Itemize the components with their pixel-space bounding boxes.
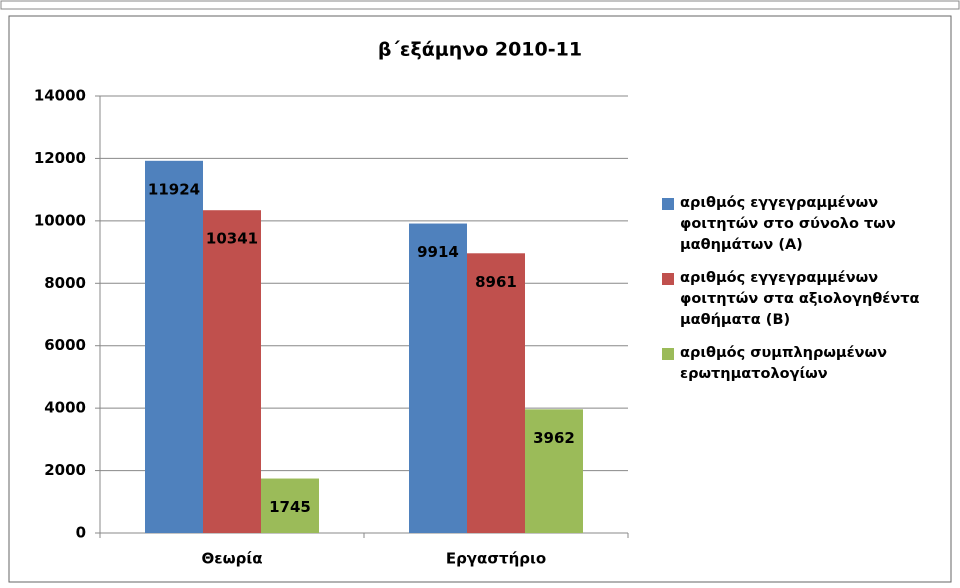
y-tick-label: 4000 <box>44 399 86 417</box>
y-tick-label: 0 <box>76 524 86 542</box>
legend: αριθμός εγγεγραμμένων φοιτητών στο σύνολ… <box>662 193 958 397</box>
data-label: 3962 <box>533 429 575 447</box>
legend-swatch <box>662 198 674 210</box>
bar <box>525 409 583 533</box>
x-tick-label: Εργαστήριο <box>446 550 546 568</box>
y-tick-label: 12000 <box>34 149 86 167</box>
y-tick-label: 2000 <box>44 461 86 479</box>
bar <box>409 223 467 533</box>
chart-title: β΄εξάμηνο 2010-11 <box>378 39 582 61</box>
top-frame <box>0 0 960 10</box>
legend-swatch <box>662 348 674 360</box>
y-tick-label: 14000 <box>34 87 86 105</box>
legend-entry: αριθμός εγγεγραμμένων φοιτητών στα αξιολ… <box>662 268 958 331</box>
y-tick-label: 8000 <box>44 274 86 292</box>
bar <box>261 478 319 533</box>
legend-label: αριθμός συμπληρωμένων ερωτηματολογίων <box>680 345 888 382</box>
legend-label: αριθμός εγγεγραμμένων φοιτητών στα αξιολ… <box>680 270 920 328</box>
legend-swatch <box>662 273 674 285</box>
legend-entry: αριθμός εγγεγραμμένων φοιτητών στο σύνολ… <box>662 193 958 256</box>
x-tick-label: Θεωρία <box>201 550 262 568</box>
bar <box>145 160 203 534</box>
legend-label: αριθμός εγγεγραμμένων φοιτητών στο σύνολ… <box>680 195 896 253</box>
y-tick-label: 10000 <box>34 211 86 229</box>
data-label: 8961 <box>475 273 517 291</box>
data-label: 11924 <box>148 180 200 198</box>
legend-entry: αριθμός συμπληρωμένων ερωτηματολογίων <box>662 343 958 385</box>
bar <box>203 210 261 533</box>
y-tick-label: 6000 <box>44 336 86 354</box>
data-label: 1745 <box>269 498 311 516</box>
data-label: 10341 <box>206 230 258 248</box>
bar <box>467 253 525 533</box>
data-label: 9914 <box>417 243 459 261</box>
